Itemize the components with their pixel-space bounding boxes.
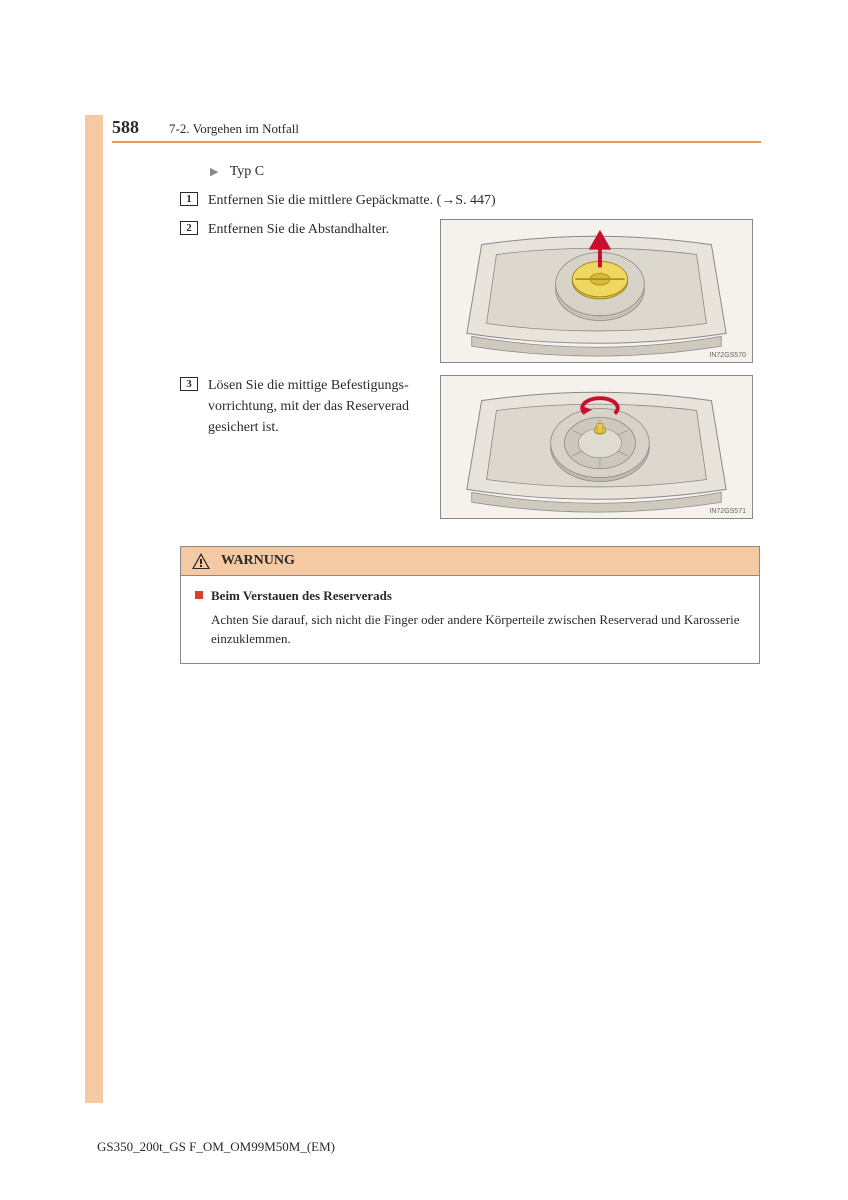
- page-reference: S. 447): [455, 193, 495, 208]
- image-code: IN72GS570: [709, 352, 746, 359]
- image-code: IN72GS571: [709, 508, 746, 515]
- step-number-box: 1: [180, 192, 198, 206]
- warning-subhead-text: Beim Verstauen des Reserverads: [211, 586, 392, 606]
- step-text: Entfernen Sie die mittlere Gepäckmatte. …: [208, 190, 496, 211]
- triangle-bullet-icon: ▶: [210, 165, 218, 178]
- warning-text: Achten Sie darauf, sich nicht die Finger…: [211, 610, 745, 649]
- page-header: 588 7-2. Vorgehen im Notfall: [112, 117, 752, 138]
- step-text-main: Entfernen Sie die mittlere Gepäckmatte. …: [208, 193, 441, 208]
- header-divider: [112, 141, 761, 143]
- type-text: Typ C: [230, 164, 264, 179]
- step-text: Entfernen Sie die Abstandhalter.: [208, 219, 389, 240]
- step-text: Lösen Sie die mittige Befestigungs-vorri…: [208, 375, 440, 438]
- step-3-left: 3 Lösen Sie die mittige Befestigungs-vor…: [180, 375, 440, 438]
- page-number: 588: [112, 117, 139, 138]
- warning-header: WARNUNG: [181, 547, 759, 576]
- step-2-left: 2 Entfernen Sie die Abstandhalter.: [180, 219, 440, 240]
- type-label: ▶ Typ C: [210, 164, 760, 180]
- step-number-box: 3: [180, 377, 198, 391]
- sidebar-tab: [85, 115, 103, 1103]
- warning-title: WARNUNG: [221, 553, 295, 569]
- warning-box: WARNUNG Beim Verstauen des Reserverads A…: [180, 546, 760, 664]
- section-title: 7-2. Vorgehen im Notfall: [169, 121, 299, 137]
- diagram-fastener-loosen: IN72GS571: [440, 375, 753, 519]
- step-3-row: 3 Lösen Sie die mittige Befestigungs-vor…: [180, 375, 760, 519]
- diagram-spacer-removal: IN72GS570: [440, 219, 753, 363]
- main-content: ▶ Typ C 1 Entfernen Sie die mittlere Gep…: [180, 164, 760, 531]
- red-square-bullet-icon: [195, 591, 203, 599]
- footer-code: GS350_200t_GS F_OM_OM99M50M_(EM): [97, 1139, 335, 1155]
- step-number-box: 2: [180, 221, 198, 235]
- warning-subhead: Beim Verstauen des Reserverads: [195, 586, 745, 606]
- warning-body: Beim Verstauen des Reserverads Achten Si…: [181, 576, 759, 663]
- arrow-ref-icon: →: [441, 193, 455, 208]
- step-1: 1 Entfernen Sie die mittlere Gepäckmatte…: [180, 190, 760, 211]
- step-2-row: 2 Entfernen Sie die Abstandhalter. IN72G…: [180, 219, 760, 363]
- warning-triangle-icon: [191, 552, 211, 570]
